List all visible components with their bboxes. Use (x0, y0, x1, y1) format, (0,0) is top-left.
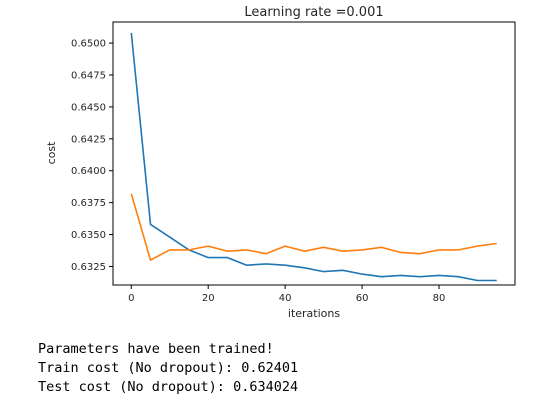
x-tick-label: 0 (128, 293, 134, 304)
y-tick-label: 0.6350 (71, 230, 106, 241)
y-axis-ticks: 0.6325 0.6350 0.6375 0.6400 0.6425 0.6450 0.64… (71, 39, 113, 273)
y-tick-label: 0.6325 (71, 262, 106, 273)
y-tick-label: 0.6475 (71, 70, 106, 81)
cost-chart: Learning rate =0.001 0 20 40 60 80 0.63250.6… (45, 5, 516, 320)
x-tick-label: 80 (433, 293, 446, 304)
x-tick-label: 40 (279, 293, 292, 304)
x-tick-label: 20 (202, 293, 215, 304)
x-tick-label: 60 (356, 293, 369, 304)
y-tick-label: 0.6375 (71, 198, 106, 209)
output-line-train-cost: Train cost (No dropout): 0.62401 (38, 360, 299, 376)
y-tick-label: 0.6400 (71, 166, 106, 177)
chart-title: Learning rate =0.001 (244, 5, 383, 20)
y-tick-label: 0.6500 (71, 39, 106, 50)
series-line-1 (130, 32, 497, 282)
y-tick-label: 0.6425 (71, 134, 106, 145)
plot-frame (112, 21, 516, 286)
output-line-trained: Parameters have been trained! (38, 341, 274, 357)
training-output: Parameters have been trained! Train cost … (38, 340, 298, 397)
y-tick-label: 0.6450 (71, 102, 106, 113)
output-line-test-cost: Test cost (No dropout): 0.634024 (38, 379, 299, 395)
y-axis-label: cost (45, 141, 58, 165)
x-axis-ticks: 0 20 40 60 80 (128, 285, 445, 304)
plot-lines (130, 32, 497, 282)
x-axis-label: iterations (288, 307, 340, 320)
series-line-2 (130, 193, 497, 261)
